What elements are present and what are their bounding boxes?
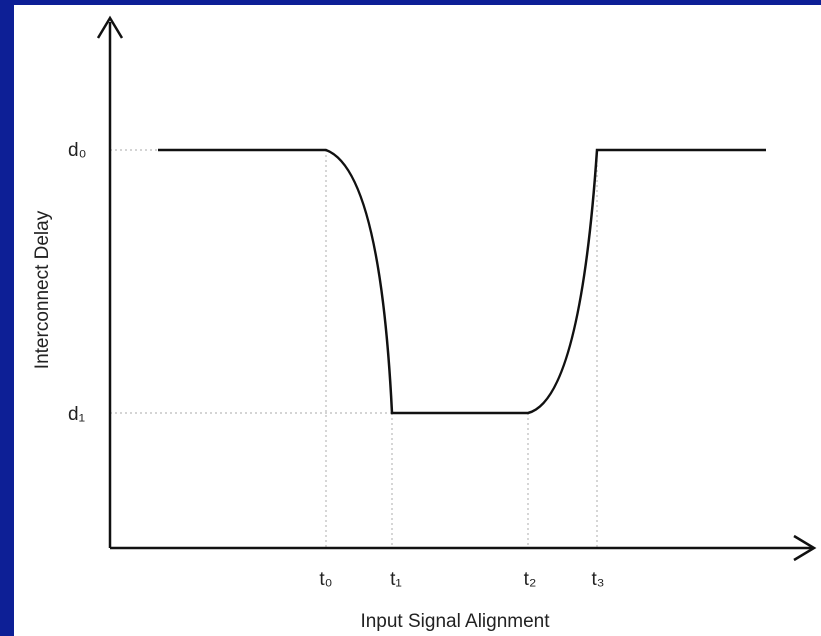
- level-label: d₁: [68, 404, 85, 425]
- delay-curve: [158, 148, 766, 415]
- y-axis-label: Interconnect Delay: [32, 210, 53, 369]
- point-label: t₀: [319, 569, 332, 590]
- point-label: t₁: [390, 569, 402, 590]
- level-label: d₀: [68, 140, 86, 161]
- point-label: t₂: [524, 569, 537, 590]
- panel: [14, 5, 821, 636]
- point-label: t₃: [591, 569, 604, 590]
- x-arrow: [793, 534, 817, 562]
- y-arrow: [96, 15, 124, 39]
- x-axis-label: Input Signal Alignment: [360, 611, 550, 632]
